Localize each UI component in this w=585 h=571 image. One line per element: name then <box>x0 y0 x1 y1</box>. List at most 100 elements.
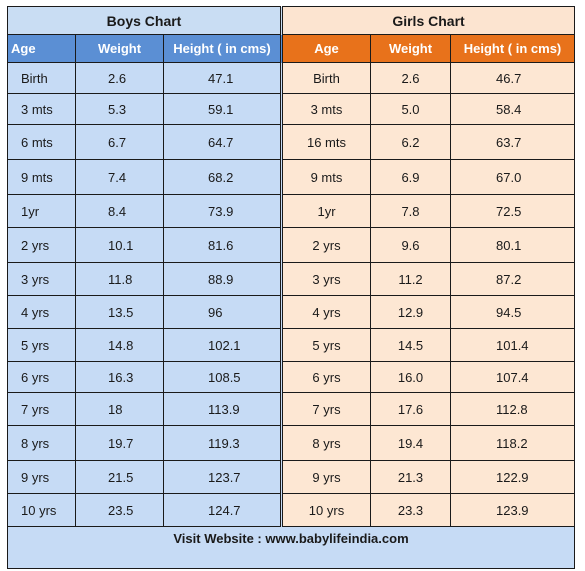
chart-table: Boys Chart Girls Chart Age Weight Height… <box>6 6 576 569</box>
boys-age-cell: 10 yrs <box>7 493 76 527</box>
boys-weight-cell: 23.5 <box>75 493 164 527</box>
girls-age-cell: 1yr <box>281 194 371 228</box>
boys-height-cell: 119.3 <box>163 425 283 461</box>
header-row: Age Weight Height ( in cms) Age Weight H… <box>7 34 576 63</box>
title-row: Boys Chart Girls Chart <box>7 6 576 35</box>
girls-age-cell: 3 mts <box>281 93 371 125</box>
table-row: 1yr 8.4 73.9 1yr 7.8 72.5 <box>7 194 576 228</box>
girls-weight-cell: 2.6 <box>370 62 451 94</box>
boys-height-cell: 73.9 <box>163 194 283 228</box>
boys-weight-cell: 14.8 <box>75 328 164 362</box>
girls-height-cell: 122.9 <box>449 460 576 494</box>
table-row: Birth 2.6 47.1 Birth 2.6 46.7 <box>7 62 576 94</box>
boys-age-header: Age <box>7 34 76 63</box>
table-row: 4 yrs 13.5 96 4 yrs 12.9 94.5 <box>7 295 576 329</box>
girls-height-cell: 118.2 <box>449 425 576 461</box>
boys-height-cell: 108.5 <box>163 361 283 393</box>
table-row: 2 yrs 10.1 81.6 2 yrs 9.6 80.1 <box>7 227 576 263</box>
table-row: 6 yrs 16.3 108.5 6 yrs 16.0 107.4 <box>7 361 576 393</box>
girls-height-cell: 58.4 <box>449 93 576 125</box>
table-row: 7 yrs 18 113.9 7 yrs 17.6 112.8 <box>7 392 576 426</box>
boys-age-cell: 5 yrs <box>7 328 76 362</box>
girls-weight-cell: 5.0 <box>370 93 451 125</box>
boys-height-cell: 124.7 <box>163 493 283 527</box>
girls-weight-cell: 16.0 <box>370 361 451 393</box>
girls-weight-cell: 11.2 <box>370 262 451 296</box>
girls-age-cell: 2 yrs <box>281 227 371 263</box>
website-footer: Visit Website : www.babylifeindia.com <box>6 526 576 569</box>
boys-age-cell: 9 yrs <box>7 460 76 494</box>
girls-age-cell: 10 yrs <box>281 493 371 527</box>
boys-height-cell: 47.1 <box>163 62 283 94</box>
girls-height-cell: 112.8 <box>449 392 576 426</box>
girls-age-cell: 9 yrs <box>281 460 371 494</box>
girls-age-cell: 7 yrs <box>281 392 371 426</box>
table-row: 6 mts 6.7 64.7 16 mts 6.2 63.7 <box>7 124 576 160</box>
boys-weight-cell: 2.6 <box>75 62 164 94</box>
girls-height-cell: 63.7 <box>449 124 576 160</box>
girls-weight-cell: 7.8 <box>370 194 451 228</box>
boys-weight-cell: 18 <box>75 392 164 426</box>
boys-age-cell: 1yr <box>7 194 76 228</box>
girls-weight-cell: 17.6 <box>370 392 451 426</box>
girls-age-cell: 16 mts <box>281 124 371 160</box>
boys-age-cell: 4 yrs <box>7 295 76 329</box>
boys-height-cell: 123.7 <box>163 460 283 494</box>
table-row: 10 yrs 23.5 124.7 10 yrs 23.3 123.9 <box>7 493 576 527</box>
girls-height-cell: 123.9 <box>449 493 576 527</box>
boys-weight-cell: 7.4 <box>75 159 164 195</box>
boys-height-cell: 113.9 <box>163 392 283 426</box>
girls-weight-cell: 12.9 <box>370 295 451 329</box>
girls-age-cell: Birth <box>281 62 371 94</box>
boys-height-cell: 64.7 <box>163 124 283 160</box>
boys-height-cell: 59.1 <box>163 93 283 125</box>
girls-age-cell: 6 yrs <box>281 361 371 393</box>
boys-weight-cell: 10.1 <box>75 227 164 263</box>
girls-height-cell: 72.5 <box>449 194 576 228</box>
growth-chart-table: Boys Chart Girls Chart Age Weight Height… <box>6 6 576 569</box>
boys-age-cell: 3 yrs <box>7 262 76 296</box>
table-row: 3 yrs 11.8 88.9 3 yrs 11.2 87.2 <box>7 262 576 296</box>
girls-height-cell: 80.1 <box>449 227 576 263</box>
girls-height-cell: 46.7 <box>449 62 576 94</box>
boys-height-cell: 81.6 <box>163 227 283 263</box>
girls-height-header: Height ( in cms) <box>449 34 576 63</box>
boys-weight-cell: 11.8 <box>75 262 164 296</box>
table-row: 8 yrs 19.7 119.3 8 yrs 19.4 118.2 <box>7 425 576 461</box>
girls-age-cell: 9 mts <box>281 159 371 195</box>
girls-weight-cell: 21.3 <box>370 460 451 494</box>
girls-height-cell: 107.4 <box>449 361 576 393</box>
boys-age-cell: 3 mts <box>7 93 76 125</box>
girls-weight-cell: 19.4 <box>370 425 451 461</box>
boys-weight-cell: 5.3 <box>75 93 164 125</box>
table-row: 5 yrs 14.8 102.1 5 yrs 14.5 101.4 <box>7 328 576 362</box>
boys-height-header: Height ( in cms) <box>163 34 283 63</box>
girls-weight-cell: 23.3 <box>370 493 451 527</box>
girls-age-cell: 3 yrs <box>281 262 371 296</box>
girls-weight-header: Weight <box>370 34 451 63</box>
boys-height-cell: 68.2 <box>163 159 283 195</box>
girls-height-cell: 101.4 <box>449 328 576 362</box>
boys-weight-cell: 21.5 <box>75 460 164 494</box>
boys-height-cell: 88.9 <box>163 262 283 296</box>
boys-height-cell: 102.1 <box>163 328 283 362</box>
boys-age-cell: 2 yrs <box>7 227 76 263</box>
table-row: 9 yrs 21.5 123.7 9 yrs 21.3 122.9 <box>7 460 576 494</box>
boys-weight-cell: 13.5 <box>75 295 164 329</box>
girls-weight-cell: 6.2 <box>370 124 451 160</box>
boys-weight-header: Weight <box>75 34 164 63</box>
girls-weight-cell: 14.5 <box>370 328 451 362</box>
girls-age-cell: 8 yrs <box>281 425 371 461</box>
girls-age-cell: 4 yrs <box>281 295 371 329</box>
boys-age-cell: 6 mts <box>7 124 76 160</box>
footer-row: Visit Website : www.babylifeindia.com <box>6 526 576 569</box>
boys-weight-cell: 8.4 <box>75 194 164 228</box>
table-row: 9 mts 7.4 68.2 9 mts 6.9 67.0 <box>7 159 576 195</box>
girls-height-cell: 94.5 <box>449 295 576 329</box>
boys-weight-cell: 19.7 <box>75 425 164 461</box>
boys-age-cell: 8 yrs <box>7 425 76 461</box>
girls-chart-title: Girls Chart <box>280 6 576 35</box>
boys-height-cell: 96 <box>163 295 283 329</box>
boys-age-cell: 9 mts <box>7 159 76 195</box>
girls-age-cell: 5 yrs <box>281 328 371 362</box>
